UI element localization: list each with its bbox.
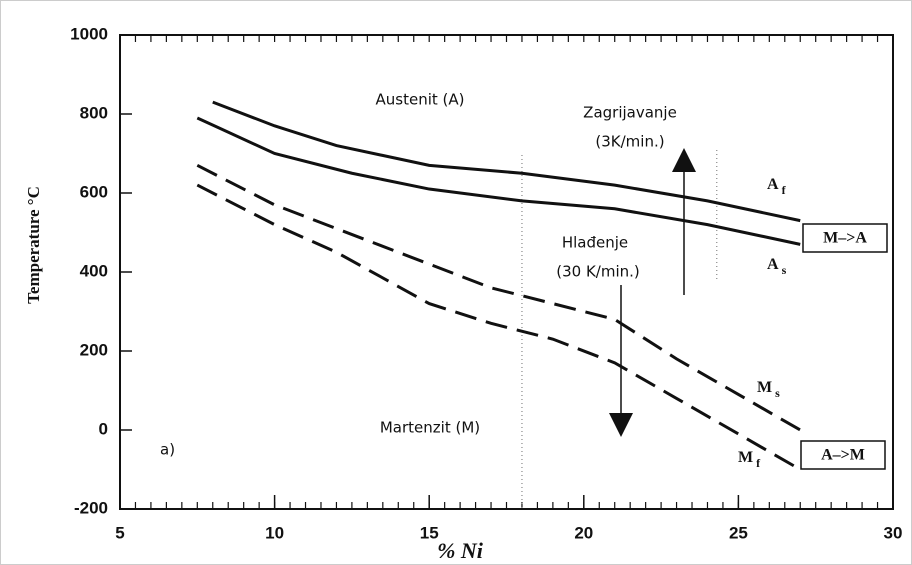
x-tick-label: 25 xyxy=(729,523,748,542)
arrows xyxy=(609,148,696,437)
annotation: (3K/min.) xyxy=(595,133,664,151)
series-label-sub: f xyxy=(782,183,787,197)
box-label: M–>A xyxy=(823,230,867,247)
x-tick-label: 30 xyxy=(884,523,903,542)
y-axis-label: Temperature °C xyxy=(24,186,43,304)
annotation: (30 K/min.) xyxy=(556,263,640,281)
x-tick-label: 15 xyxy=(420,523,439,542)
label-box xyxy=(800,440,886,470)
series-label-sub: f xyxy=(756,456,761,470)
y-tick-label: 200 xyxy=(80,340,108,359)
series-label-sub: s xyxy=(775,386,780,400)
annotation: a) xyxy=(160,441,175,459)
x-tick-label: 5 xyxy=(115,523,124,542)
y-tick-label: 1000 xyxy=(70,24,108,43)
annotation: Austenit (A) xyxy=(376,91,465,109)
y-tick-label: 400 xyxy=(80,261,108,280)
series-label-main: M xyxy=(738,449,753,466)
y-tick-label: 600 xyxy=(80,182,108,201)
annotation: Martenzit (M) xyxy=(380,419,480,437)
series-line xyxy=(196,183,801,471)
series-label-main: A xyxy=(767,176,779,193)
series-label-main: A xyxy=(767,256,779,273)
series-line xyxy=(196,116,801,246)
annotation: Zagrijavanje xyxy=(583,104,677,122)
box-label: A–>M xyxy=(821,447,865,464)
series-label-sub: s xyxy=(782,263,787,277)
series-line xyxy=(212,100,801,223)
series-label-main: M xyxy=(757,379,772,396)
series-line xyxy=(196,164,801,432)
label-box xyxy=(802,223,888,253)
x-tick-label: 20 xyxy=(574,523,593,542)
y-tick-label: -200 xyxy=(74,498,108,517)
x-tick-label: 10 xyxy=(265,523,284,542)
x-axis-label: % Ni xyxy=(437,538,484,563)
y-tick-label: 800 xyxy=(80,103,108,122)
annotation: Hlađenje xyxy=(562,234,628,252)
y-tick-label: 0 xyxy=(99,419,108,438)
